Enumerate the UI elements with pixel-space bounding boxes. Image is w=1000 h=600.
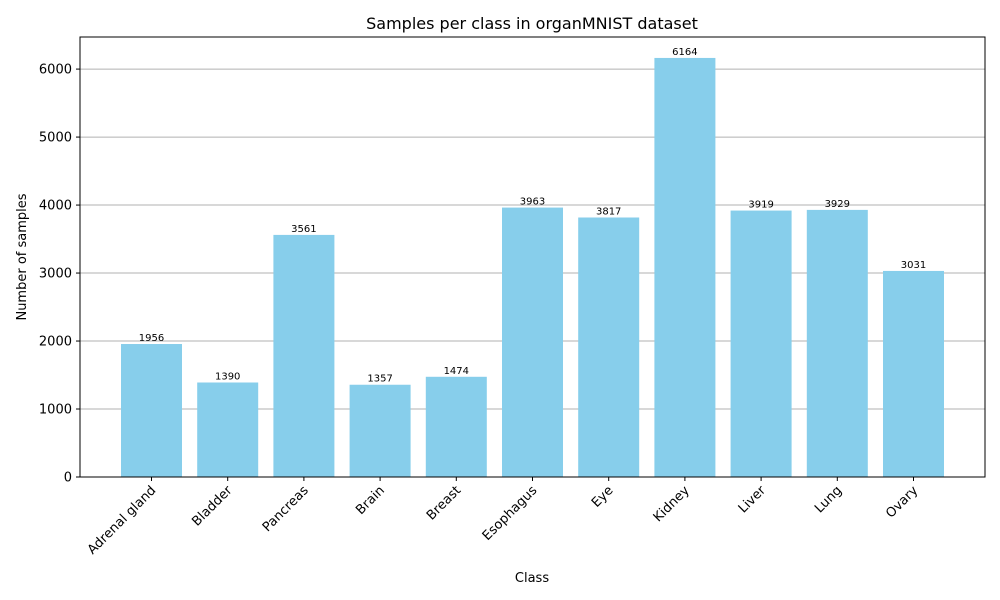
bar [425, 376, 487, 477]
y-tick-label: 0 [64, 471, 72, 486]
bar [502, 207, 563, 478]
bar [197, 382, 259, 477]
x-tick-label: Pancreas [260, 483, 312, 535]
x-tick-label: Adrenal gland [85, 483, 159, 557]
x-axis-label: Class [515, 571, 549, 586]
bar-value-label: 1956 [139, 333, 164, 344]
bar [349, 384, 411, 477]
y-axis-label: Number of samples [15, 193, 30, 320]
y-tick-label: 2000 [39, 335, 72, 350]
bar-value-label: 1357 [367, 374, 392, 385]
bar [806, 209, 868, 477]
bar-value-label: 3817 [596, 207, 621, 218]
y-tick-label: 5000 [39, 131, 72, 146]
bar-value-label: 3031 [901, 260, 926, 271]
x-tick-label: Bladder [189, 483, 236, 530]
x-tick-label: Liver [736, 483, 770, 517]
x-tick-label: Brain [353, 483, 388, 518]
bar [730, 210, 792, 477]
bar-value-label: 1390 [215, 372, 240, 383]
x-tick-label: Breast [424, 483, 464, 523]
bars [121, 57, 944, 478]
y-axis-ticks: 0 1000 2000 3000 4000 5000 6000 [39, 63, 80, 486]
bar-value-label: 3561 [291, 224, 316, 235]
bar-value-label: 6164 [672, 47, 697, 58]
y-tick-label: 6000 [39, 63, 72, 78]
bar-value-label: 1474 [444, 366, 469, 377]
bar [654, 57, 716, 478]
y-tick-label: 4000 [39, 199, 72, 214]
bar [121, 344, 182, 477]
x-tick-label: Eye [589, 483, 617, 511]
y-tick-label: 1000 [39, 403, 72, 418]
bar [273, 234, 335, 477]
bar [578, 217, 640, 478]
x-tick-label: Kidney [651, 483, 693, 525]
chart-title: Samples per class in organMNIST dataset [366, 14, 698, 33]
bar-value-labels: 1956 1390 3561 1357 1474 3963 3817 6164 3919 3929… [139, 47, 926, 385]
bar-value-label: 3919 [748, 200, 773, 211]
y-tick-label: 3000 [39, 267, 72, 282]
x-tick-label: Ovary [883, 483, 921, 521]
bar-value-label: 3963 [520, 197, 545, 208]
x-tick-label: Lung [812, 483, 845, 516]
x-tick-label: Esophagus [480, 483, 541, 544]
x-axis-ticks: Adrenal gland Bladder Pancreas Brain Breast E… [85, 477, 922, 558]
bar-value-label: 3929 [825, 199, 850, 210]
bar [883, 270, 944, 477]
